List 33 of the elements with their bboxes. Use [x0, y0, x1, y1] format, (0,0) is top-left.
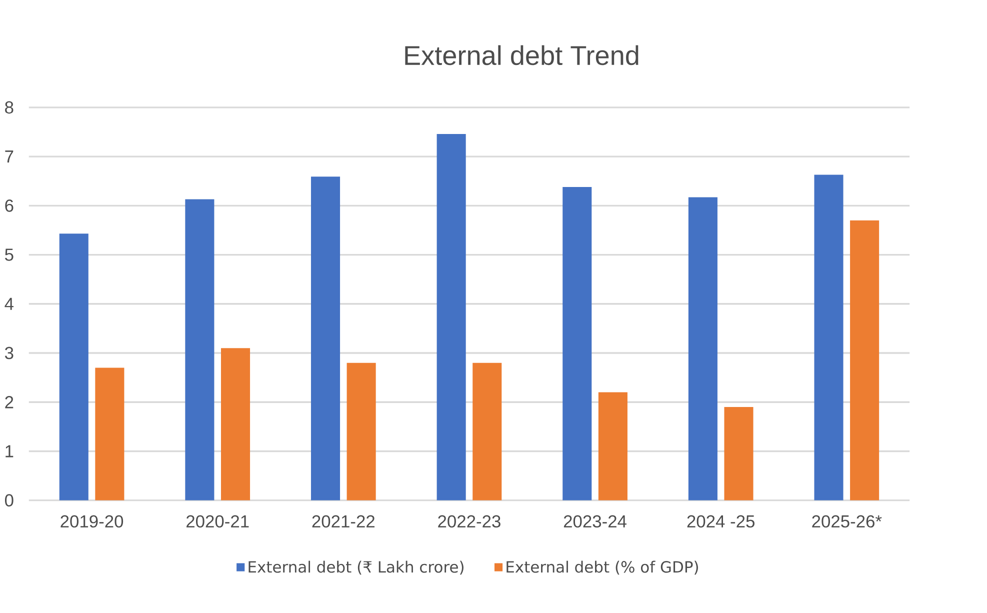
- x-tick-label: 2023-24: [564, 515, 626, 528]
- x-tick-label: 2024 -25: [687, 515, 754, 528]
- y-tick-label: 5: [5, 248, 14, 262]
- y-tick-label: 2: [5, 396, 14, 408]
- y-tick-label: 1: [6, 445, 14, 458]
- bar: [310, 176, 340, 501]
- bar: [95, 368, 124, 501]
- bar: [598, 392, 628, 501]
- x-tick-label: 2021-22: [312, 515, 374, 528]
- bar: [472, 363, 502, 501]
- bar: [850, 220, 880, 501]
- legend-label: External debt (₹ Lakh crore): [248, 560, 464, 575]
- bar: [59, 234, 88, 501]
- bar: [220, 348, 250, 501]
- bar: [562, 187, 592, 501]
- y-tick-label: 3: [4, 347, 14, 360]
- bar: [436, 134, 466, 501]
- y-tick-label: 4: [4, 298, 14, 310]
- y-tick-label: 7: [5, 150, 14, 163]
- bar: [185, 199, 214, 501]
- y-tick-label: 6: [5, 200, 14, 212]
- x-tick-label: 2025-26*: [812, 515, 882, 528]
- y-tick-label: 0: [5, 494, 14, 507]
- x-tick-label: 2019-20: [60, 515, 124, 528]
- chart-title: External debt Trend: [405, 45, 638, 66]
- y-tick-label: 8: [5, 101, 14, 114]
- bar: [724, 407, 754, 501]
- bar: [346, 363, 376, 501]
- x-tick-label: 2022-23: [438, 515, 500, 528]
- legend-label: External debt (% of GDP): [506, 560, 698, 575]
- bar: [688, 198, 718, 501]
- x-tick-label: 2020-21: [186, 515, 249, 528]
- bar: [814, 174, 844, 501]
